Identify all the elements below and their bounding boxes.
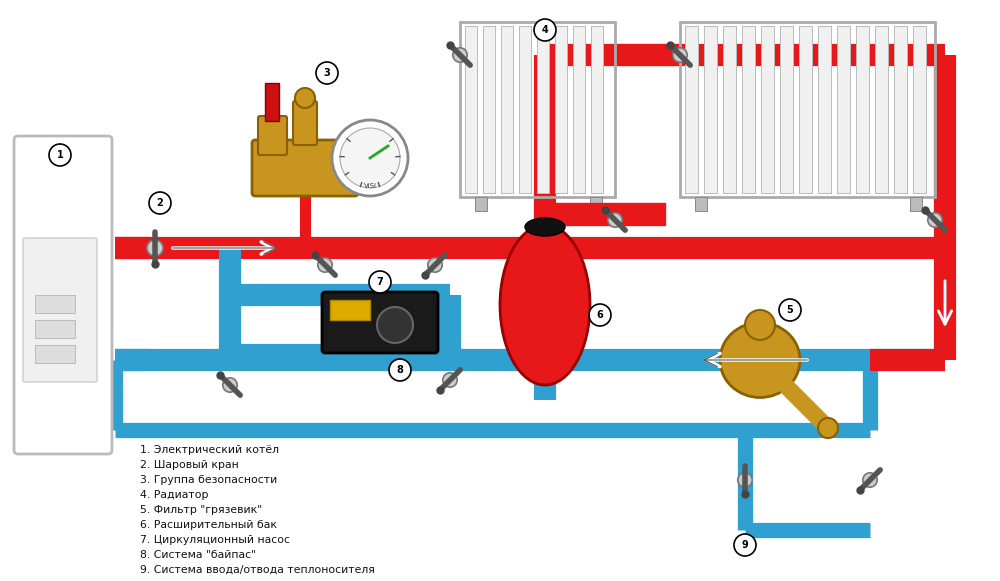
Text: 8: 8 <box>397 365 403 375</box>
Circle shape <box>608 213 622 227</box>
Circle shape <box>589 304 611 326</box>
Bar <box>465 26 477 193</box>
Ellipse shape <box>525 218 565 236</box>
Bar <box>555 26 567 193</box>
Bar <box>460 22 615 197</box>
Bar <box>913 26 926 193</box>
Circle shape <box>745 310 775 340</box>
Circle shape <box>49 144 71 166</box>
Circle shape <box>295 88 315 108</box>
Circle shape <box>443 373 457 387</box>
Circle shape <box>369 271 391 293</box>
FancyBboxPatch shape <box>322 292 438 353</box>
Text: 3. Группа безопасности: 3. Группа безопасности <box>140 475 277 485</box>
Circle shape <box>340 128 400 188</box>
Ellipse shape <box>500 225 590 385</box>
Text: 7. Циркуляционный насос: 7. Циркуляционный насос <box>140 535 290 545</box>
Circle shape <box>738 473 752 487</box>
FancyBboxPatch shape <box>14 136 112 454</box>
Circle shape <box>818 418 838 438</box>
Bar <box>35 345 75 363</box>
Bar <box>837 26 850 193</box>
Bar <box>818 26 831 193</box>
Bar <box>35 320 75 338</box>
Circle shape <box>863 473 877 487</box>
Circle shape <box>389 359 411 381</box>
FancyBboxPatch shape <box>252 140 358 196</box>
Bar <box>35 295 75 313</box>
Text: 9. Система ввода/отвода теплоносителя: 9. Система ввода/отвода теплоносителя <box>140 565 375 575</box>
Bar <box>761 26 774 193</box>
Bar <box>894 26 907 193</box>
Text: 5. Фильтр "грязевик": 5. Фильтр "грязевик" <box>140 505 262 515</box>
Text: 5: 5 <box>787 305 793 315</box>
Bar <box>483 26 495 193</box>
Bar <box>555 203 665 225</box>
FancyBboxPatch shape <box>293 101 317 145</box>
Circle shape <box>428 258 442 272</box>
Circle shape <box>147 240 163 256</box>
Bar <box>265 83 279 121</box>
Text: 6. Расширительный бак: 6. Расширительный бак <box>140 520 277 530</box>
Bar <box>875 26 888 193</box>
Text: 9: 9 <box>742 540 748 550</box>
Text: 1. Электрический котёл: 1. Электрический котёл <box>140 445 279 455</box>
Bar <box>573 26 585 193</box>
Circle shape <box>332 120 408 196</box>
Bar <box>799 26 812 193</box>
Circle shape <box>534 19 556 41</box>
Circle shape <box>318 258 332 272</box>
Text: 4: 4 <box>542 25 548 35</box>
Text: ViSi: ViSi <box>364 183 376 189</box>
Text: 2. Шаровый кран: 2. Шаровый кран <box>140 460 239 470</box>
Circle shape <box>928 213 942 227</box>
Bar <box>537 26 549 193</box>
Text: 8. Система "байпас": 8. Система "байпас" <box>140 550 256 560</box>
Circle shape <box>734 534 756 556</box>
Bar <box>475 197 487 211</box>
Circle shape <box>779 299 801 321</box>
Ellipse shape <box>720 322 800 397</box>
Bar <box>591 26 603 193</box>
Circle shape <box>453 48 467 62</box>
Bar <box>742 26 755 193</box>
Text: 7: 7 <box>377 277 383 287</box>
Circle shape <box>149 192 171 214</box>
Bar <box>695 197 707 211</box>
Circle shape <box>673 48 687 62</box>
FancyBboxPatch shape <box>23 238 97 382</box>
Text: 6: 6 <box>597 310 603 320</box>
Circle shape <box>316 62 338 84</box>
Bar <box>723 26 736 193</box>
Text: 1: 1 <box>57 150 63 160</box>
Text: 4. Радиатор: 4. Радиатор <box>140 490 208 500</box>
Bar <box>910 197 922 211</box>
Bar <box>780 26 793 193</box>
Bar <box>590 197 602 211</box>
Circle shape <box>377 307 413 343</box>
Bar <box>680 22 935 197</box>
Bar <box>501 26 513 193</box>
Bar <box>330 300 370 320</box>
Circle shape <box>223 378 237 392</box>
Bar <box>685 26 698 193</box>
Bar <box>704 26 717 193</box>
Text: 2: 2 <box>157 198 163 208</box>
Bar <box>519 26 531 193</box>
Bar <box>856 26 869 193</box>
FancyBboxPatch shape <box>258 116 287 155</box>
Text: 3: 3 <box>324 68 330 78</box>
